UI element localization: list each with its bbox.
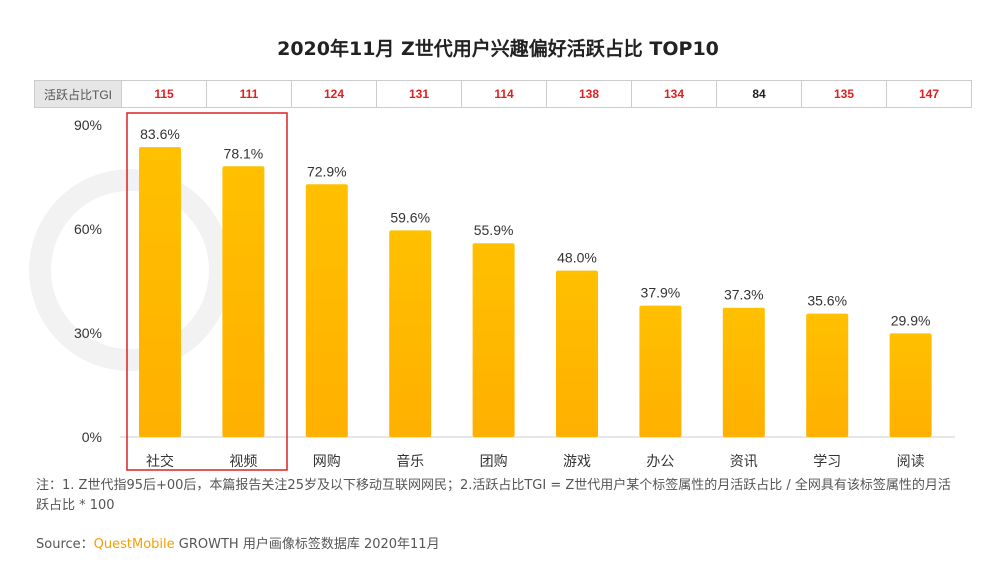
bar xyxy=(222,166,265,437)
data-label: 35.6% xyxy=(807,293,847,309)
source-line: Source：QuestMobile GROWTH 用户画像标签数据库 2020… xyxy=(36,533,440,552)
tgi-value: 134 xyxy=(631,80,717,108)
x-tick-label: 游戏 xyxy=(563,454,591,470)
x-tick-label: 视频 xyxy=(229,454,257,470)
bar xyxy=(472,243,515,437)
bar xyxy=(806,313,849,437)
watermark-logo xyxy=(29,169,231,371)
data-label: 59.6% xyxy=(390,209,430,225)
tgi-value: 84 xyxy=(716,80,802,108)
footnote: 注：1. Z世代指95后+00后，本篇报告关注25岁及以下移动互联网网民；2.活… xyxy=(36,478,951,513)
tgi-value: 135 xyxy=(801,80,887,108)
bar xyxy=(305,184,348,437)
data-label: 29.9% xyxy=(891,312,931,328)
source-rest: GROWTH 用户画像标签数据库 2020年11月 xyxy=(174,537,440,552)
tgi-value: 138 xyxy=(546,80,632,108)
source-prefix: Source： xyxy=(36,537,94,552)
y-tick-label: 90% xyxy=(74,117,102,133)
y-tick-label: 0% xyxy=(82,429,102,445)
bar xyxy=(722,307,765,437)
data-label: 78.1% xyxy=(224,145,264,161)
x-tick-label: 社交 xyxy=(146,453,174,470)
data-label: 72.9% xyxy=(307,163,347,179)
y-tick-label: 60% xyxy=(74,221,102,237)
data-label: 83.6% xyxy=(140,126,180,142)
bar xyxy=(139,147,181,438)
data-label: 55.9% xyxy=(474,222,514,238)
chart-title: 2020年11月 Z世代用户兴趣偏好活跃占比 TOP10 xyxy=(277,38,719,60)
data-label: 48.0% xyxy=(557,250,597,266)
x-tick-label: 网购 xyxy=(313,454,341,470)
tgi-value: 114 xyxy=(461,80,547,108)
source-brand: QuestMobile xyxy=(93,537,175,552)
y-tick-label: 30% xyxy=(74,325,102,341)
tgi-value: 131 xyxy=(376,80,462,108)
x-tick-label: 办公 xyxy=(646,454,674,470)
x-tick-label: 学习 xyxy=(813,454,841,470)
tgi-value: 111 xyxy=(206,80,292,108)
bar xyxy=(389,230,432,437)
x-tick-label: 音乐 xyxy=(396,453,424,470)
x-tick-label: 资讯 xyxy=(730,454,758,470)
bar xyxy=(556,270,598,437)
bar xyxy=(639,305,682,437)
x-tick-label: 阅读 xyxy=(897,453,925,470)
data-label: 37.3% xyxy=(724,287,764,303)
tgi-table: 活跃占比TGI 115 111 124 131 114 138 134 84 135 147 xyxy=(34,80,972,108)
tgi-value: 124 xyxy=(291,80,377,108)
bar xyxy=(889,333,932,437)
x-tick-label: 团购 xyxy=(480,454,508,470)
data-label: 37.9% xyxy=(641,285,681,301)
tgi-value: 147 xyxy=(886,80,972,108)
highlight-box xyxy=(126,112,288,471)
